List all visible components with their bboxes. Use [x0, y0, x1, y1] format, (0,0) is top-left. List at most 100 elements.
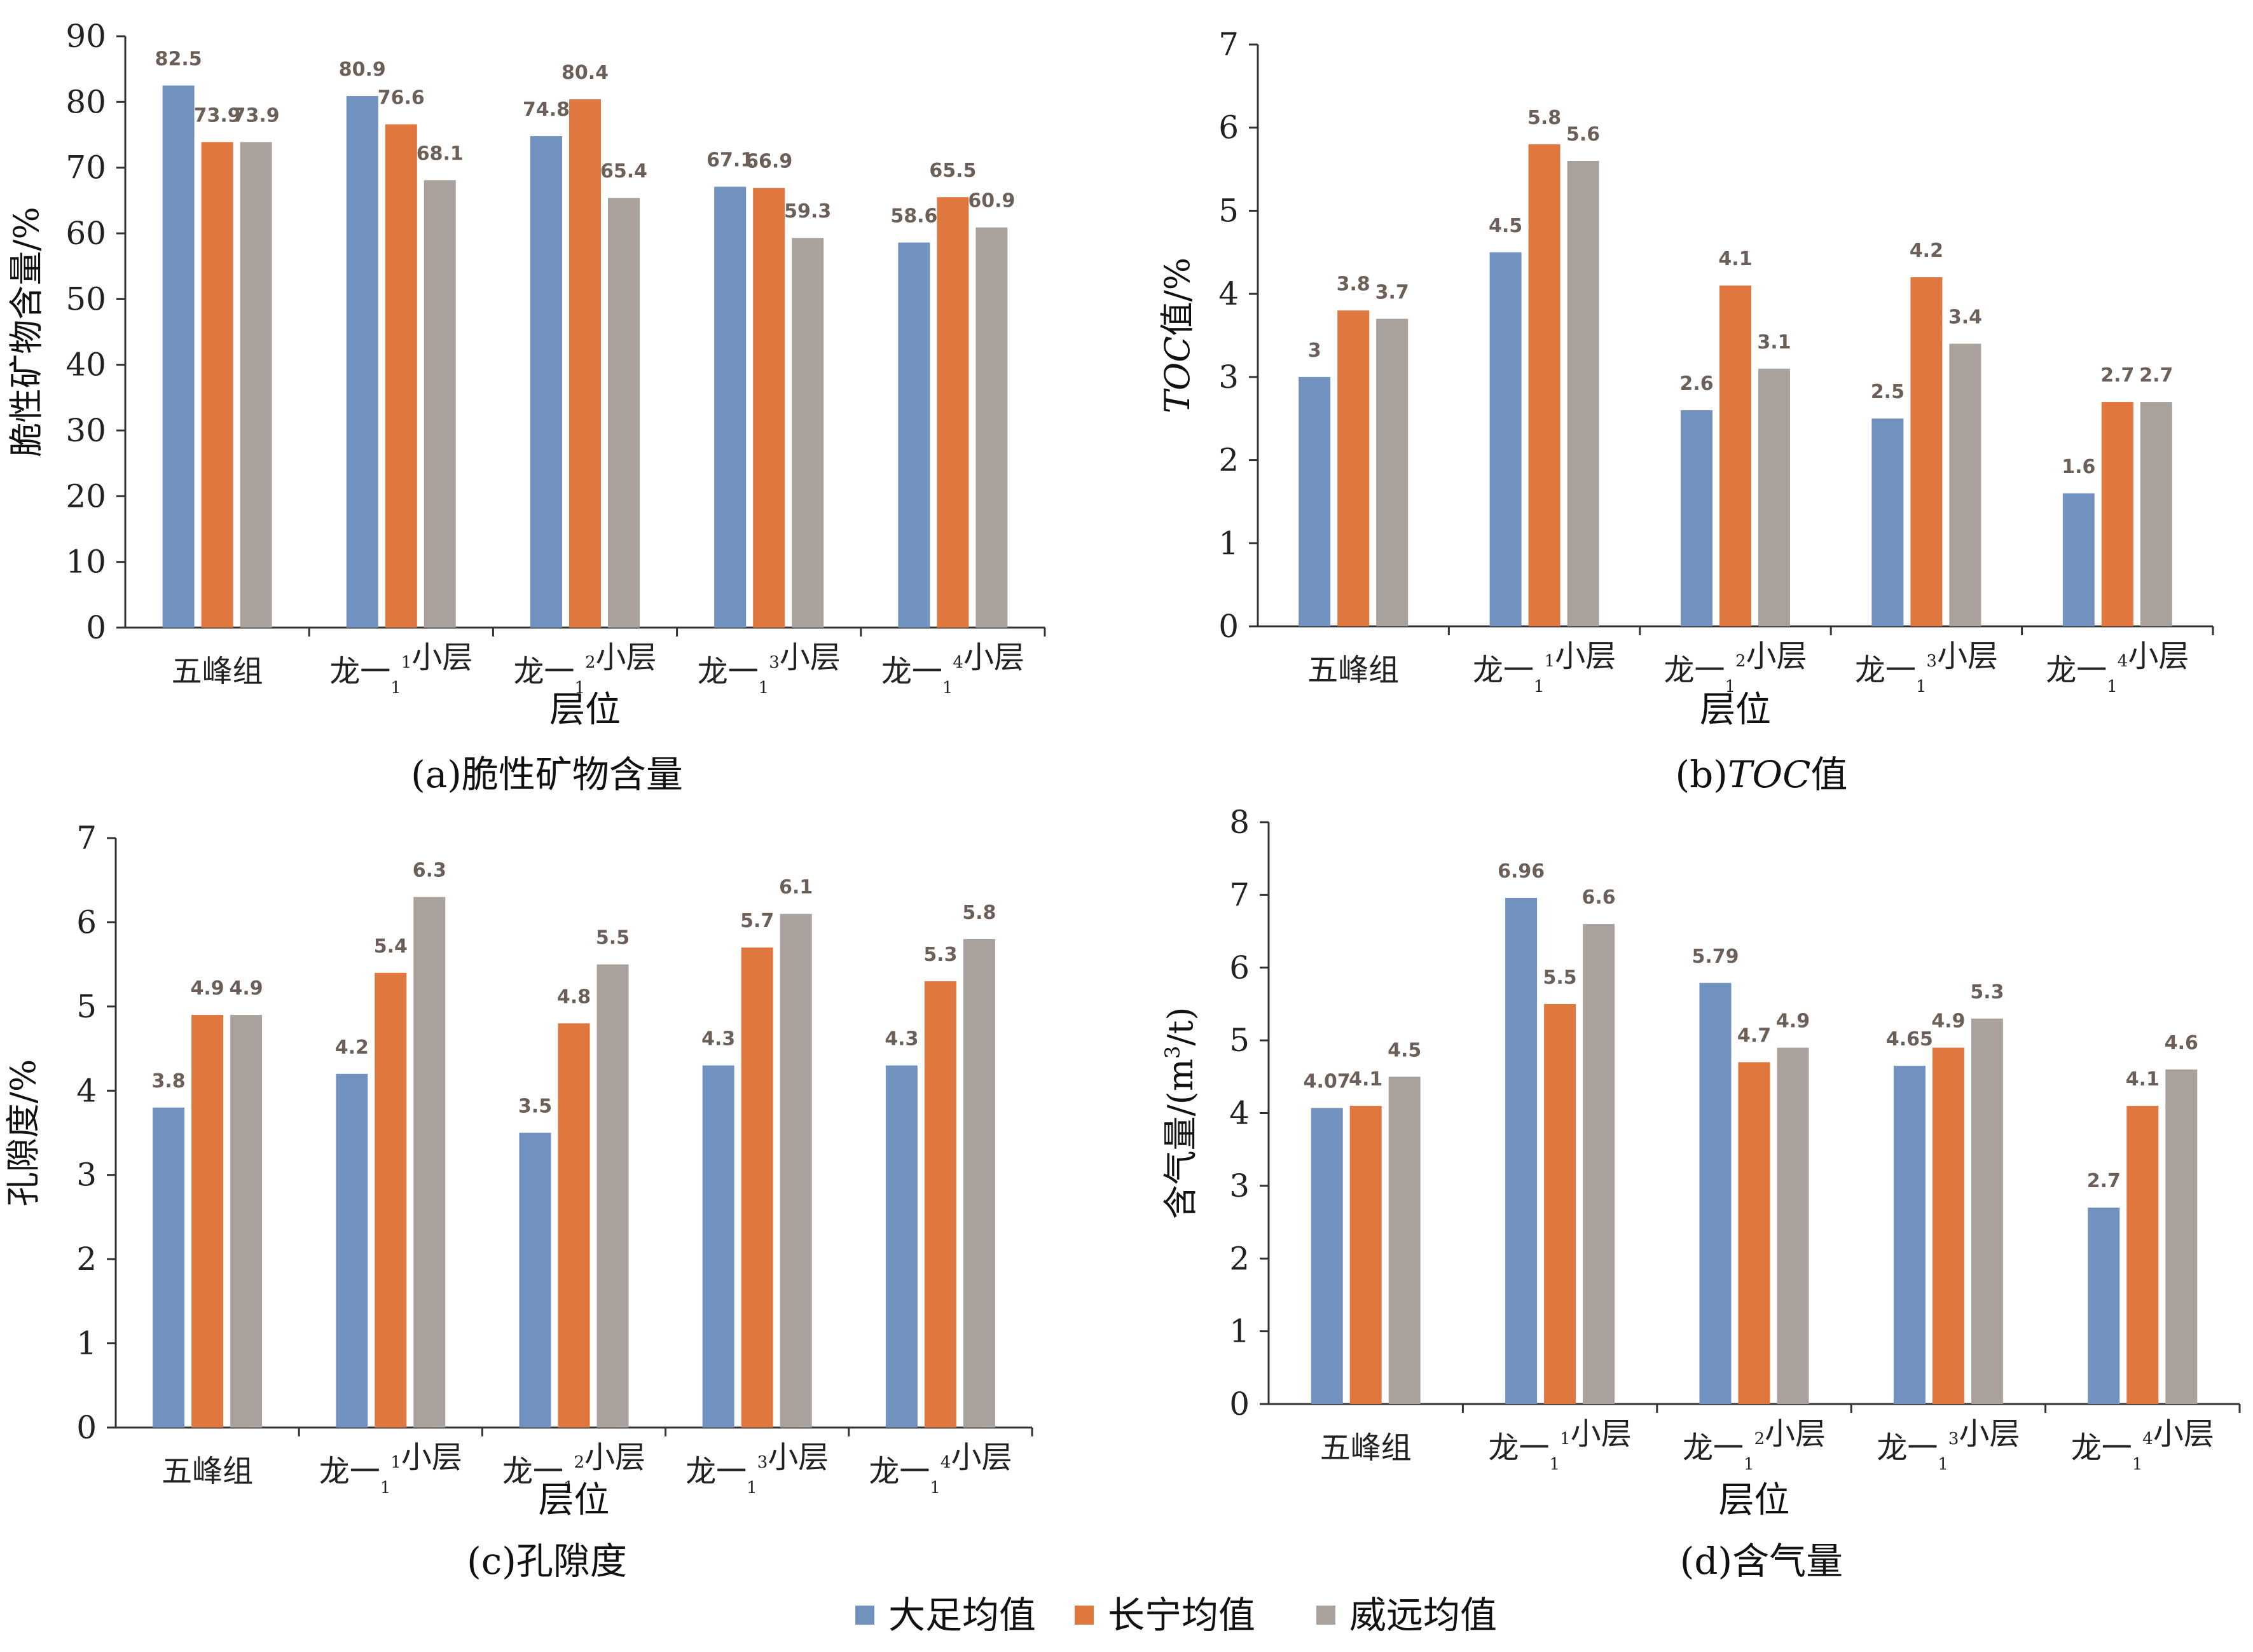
- x-tick-label: 龙一14小层: [881, 640, 1024, 698]
- bar-dazu: [2088, 1208, 2120, 1404]
- chart-caption: (d)含气量: [1680, 1539, 1843, 1583]
- data-label: 5.7: [740, 910, 774, 932]
- y-tick-label: 0: [86, 609, 106, 646]
- legend-swatch: [855, 1606, 874, 1625]
- data-label: 4.65: [1886, 1028, 1933, 1050]
- x-tick-label: 龙一12小层: [1683, 1416, 1826, 1474]
- bar-weiyuan: [2165, 1069, 2198, 1404]
- y-tick-label: 50: [65, 280, 106, 317]
- bar-weiyuan: [596, 964, 629, 1428]
- chart-panel-c: 0 1 2 3 4 5 6 7 3.8 4.9 4.9 五峰组 4.2 5.4 6.3 龙一11小层 3.5 4.…: [3, 820, 1033, 1583]
- bar-weiyuan: [1758, 368, 1790, 626]
- x-axis-title: 层位: [539, 1480, 610, 1521]
- y-tick-label: 1: [1218, 525, 1239, 561]
- bar-dazu: [2062, 493, 2095, 626]
- data-label: 4.9: [1931, 1010, 1965, 1033]
- data-label: 74.8: [523, 99, 570, 121]
- y-tick-label: 4: [1229, 1095, 1250, 1132]
- data-label: 5.3: [923, 944, 957, 966]
- y-tick-label: 1: [76, 1325, 97, 1362]
- data-label: 4.3: [701, 1028, 735, 1050]
- x-tick-label: 五峰组: [162, 1454, 253, 1489]
- x-axis-title: 层位: [1700, 689, 1771, 731]
- data-label: 5.5: [596, 927, 630, 949]
- data-label: 6.1: [779, 876, 813, 898]
- data-label: 5.3: [1970, 981, 2004, 1003]
- bar-changning: [937, 197, 969, 628]
- bar-weiyuan: [608, 198, 640, 628]
- bar-weiyuan: [1949, 343, 1981, 626]
- data-label: 2.6: [1679, 373, 1713, 395]
- bar-dazu: [898, 242, 930, 628]
- data-label: 2.5: [1871, 381, 1905, 403]
- y-tick-label: 7: [1218, 26, 1239, 63]
- x-tick-label: 五峰组: [1320, 1430, 1412, 1466]
- bar-dazu: [519, 1132, 551, 1428]
- chart-caption: (a)脆性矿物含量: [411, 753, 683, 796]
- y-tick-label: 0: [1218, 608, 1239, 645]
- data-label: 2.7: [2100, 364, 2134, 387]
- data-label: 5.4: [374, 935, 408, 958]
- data-label: 73.9: [194, 104, 241, 127]
- y-tick-label: 4: [76, 1072, 97, 1109]
- bar-weiyuan: [1376, 319, 1409, 626]
- x-tick-label: 龙一12小层: [513, 640, 656, 698]
- x-axis-title: 层位: [549, 689, 621, 731]
- y-tick-label: 6: [1218, 109, 1239, 146]
- chart-caption: (b)TOC值: [1675, 753, 1847, 796]
- bar-weiyuan: [963, 939, 995, 1428]
- bar-changning: [1528, 144, 1561, 626]
- data-label: 4.6: [2165, 1032, 2198, 1054]
- data-label: 3.5: [518, 1096, 552, 1118]
- data-label: 4.9: [1776, 1010, 1810, 1033]
- chart-caption: (c)孔隙度: [467, 1539, 627, 1583]
- bar-dazu: [346, 96, 378, 628]
- data-label: 6.3: [413, 860, 446, 882]
- bar-weiyuan: [230, 1015, 263, 1428]
- y-tick-label: 60: [65, 215, 106, 252]
- data-label: 4.5: [1388, 1039, 1421, 1061]
- x-tick-label: 龙一13小层: [1855, 638, 1998, 696]
- bar-changning: [2101, 402, 2133, 626]
- bar-changning: [375, 972, 407, 1428]
- x-tick-label: 五峰组: [1307, 652, 1399, 688]
- data-label: 80.4: [562, 62, 609, 84]
- bar-dazu: [714, 186, 747, 628]
- data-label: 5.5: [1543, 967, 1577, 989]
- x-tick-label: 龙一11小层: [319, 1440, 462, 1497]
- y-axis-title: 含气量/(m3/t): [1161, 1007, 1201, 1220]
- bar-changning: [2126, 1106, 2159, 1404]
- data-label: 2.7: [2139, 364, 2173, 387]
- x-tick-label: 龙一14小层: [869, 1440, 1012, 1497]
- legend-label: 长宁均值: [1108, 1593, 1255, 1637]
- data-label: 4.1: [1349, 1068, 1382, 1091]
- legend: 大足均值 长宁均值 威远均值: [855, 1593, 1497, 1637]
- data-label: 4.3: [885, 1028, 918, 1050]
- bar-changning: [753, 188, 785, 628]
- data-label: 6.6: [1582, 886, 1616, 909]
- y-axis-title: TOC值/%: [1157, 258, 1197, 413]
- bar-changning: [741, 947, 773, 1428]
- bar-dazu: [336, 1073, 368, 1428]
- data-label: 1.6: [2062, 456, 2095, 478]
- bar-changning: [1910, 277, 1943, 626]
- bar-weiyuan: [2140, 402, 2172, 626]
- data-label: 3.8: [152, 1070, 186, 1092]
- y-tick-label: 2: [76, 1241, 97, 1277]
- data-label: 4.9: [191, 977, 224, 1000]
- y-tick-label: 10: [65, 544, 106, 581]
- data-label: 65.4: [600, 160, 647, 182]
- x-tick-label: 龙一13小层: [1877, 1416, 2020, 1474]
- data-label: 5.79: [1691, 946, 1739, 968]
- data-label: 4.1: [2126, 1068, 2160, 1091]
- bar-dazu: [1489, 252, 1522, 626]
- y-tick-label: 6: [1229, 949, 1250, 986]
- bar-changning: [201, 142, 233, 628]
- bar-dazu: [1893, 1066, 1926, 1404]
- bar-dazu: [153, 1107, 185, 1428]
- bar-changning: [558, 1023, 590, 1428]
- bar-weiyuan: [1971, 1018, 2003, 1404]
- x-tick-label: 五峰组: [172, 654, 263, 689]
- x-tick-label: 龙一14小层: [2071, 1416, 2214, 1474]
- x-tick-label: 龙一11小层: [1489, 1416, 1632, 1474]
